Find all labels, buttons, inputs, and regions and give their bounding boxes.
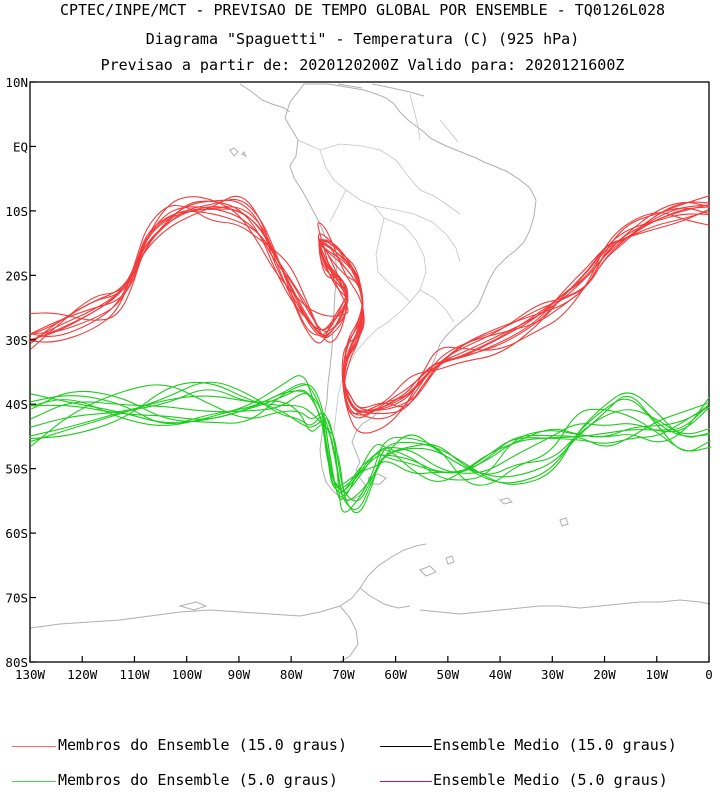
lat-tick-label: 70S xyxy=(5,591,28,606)
lat-tick-label: 30S xyxy=(5,333,28,348)
red-contour-members xyxy=(28,195,711,434)
legend-swatch-black xyxy=(380,746,432,747)
lon-tick-label: 90W xyxy=(228,667,251,682)
lon-tick-label: 110W xyxy=(119,667,150,682)
green-member-contour xyxy=(29,381,711,511)
lat-tick-label: EQ xyxy=(13,139,28,154)
lat-tick-label: 80S xyxy=(5,655,28,670)
legend-item-black-mean: Ensemble Medio (15.0 graus) xyxy=(380,736,720,756)
plot-frame xyxy=(29,81,710,663)
legend-swatch-magenta xyxy=(380,781,432,782)
red-member-contour xyxy=(30,204,710,413)
lon-tick-label: 70W xyxy=(332,667,355,682)
legend-item-green-members: Membros do Ensemble (5.0 graus) xyxy=(12,771,372,791)
red-member-contour xyxy=(30,199,710,415)
title-line-2: Diagrama "Spaguetti" - Temperatura (C) (… xyxy=(145,30,580,48)
title-line-1: CPTEC/INPE/MCT - PREVISAO DE TEMPO GLOBA… xyxy=(59,1,666,19)
red-member-contour xyxy=(29,206,709,416)
legend-label-black-mean: Ensemble Medio (15.0 graus) xyxy=(433,736,677,754)
lat-tick-label: 10N xyxy=(5,75,28,90)
legend-label-green-members: Membros do Ensemble (5.0 graus) xyxy=(58,771,338,789)
lon-tick-label: 130W xyxy=(15,667,46,682)
galapagos-islands xyxy=(229,147,248,158)
legend-item-magenta-mean: Ensemble Medio (5.0 graus) xyxy=(380,771,720,791)
lon-tick-label: 80W xyxy=(280,667,303,682)
red-member-contour xyxy=(30,200,710,420)
lon-tick-label: 120W xyxy=(67,667,98,682)
red-member-contour xyxy=(29,206,710,412)
green-member-contour xyxy=(30,384,712,513)
green-contour-members xyxy=(29,375,712,514)
lon-tick-label: 10W xyxy=(645,667,668,682)
red-member-contour xyxy=(30,195,710,411)
lon-tick-label: 0 xyxy=(705,667,713,682)
central-america-coastline xyxy=(239,83,425,113)
legend-swatch-red xyxy=(12,746,56,747)
lon-tick-label: 20W xyxy=(593,667,616,682)
legend-label-magenta-mean: Ensemble Medio (5.0 graus) xyxy=(433,771,668,789)
title-line-3: Previsao a partir de: 2020120200Z Valido… xyxy=(100,56,625,74)
lat-tick-label: 50S xyxy=(5,462,28,477)
lon-tick-label: 40W xyxy=(489,667,512,682)
legend-swatch-green xyxy=(12,781,56,782)
antarctic-islands xyxy=(178,517,569,611)
lon-tick-label: 100W xyxy=(172,667,203,682)
lat-tick-label: 40S xyxy=(5,397,28,412)
green-member-contour xyxy=(30,383,709,494)
south-america-coastline xyxy=(284,83,537,501)
green-member-contour xyxy=(30,393,710,498)
red-member-contour xyxy=(29,209,709,419)
lon-tick-label: 60W xyxy=(384,667,407,682)
lon-tick-label: 50W xyxy=(437,667,460,682)
red-member-contour xyxy=(30,195,711,409)
green-member-contour xyxy=(29,375,708,487)
red-member-contour xyxy=(29,204,709,412)
legend-item-red-members: Membros do Ensemble (15.0 graus) xyxy=(12,736,372,756)
antarctica-coastline xyxy=(29,543,711,663)
legend-label-red-members: Membros do Ensemble (15.0 graus) xyxy=(58,736,347,754)
red-member-contour xyxy=(28,204,708,415)
lat-tick-label: 20S xyxy=(5,268,28,283)
south-georgia xyxy=(499,497,513,505)
coastline-layer xyxy=(29,83,711,663)
country-borders xyxy=(297,93,461,451)
lon-tick-label: 30W xyxy=(541,667,564,682)
lat-tick-label: 10S xyxy=(5,204,28,219)
red-member-contour xyxy=(29,196,709,434)
lat-tick-label: 60S xyxy=(5,526,28,541)
